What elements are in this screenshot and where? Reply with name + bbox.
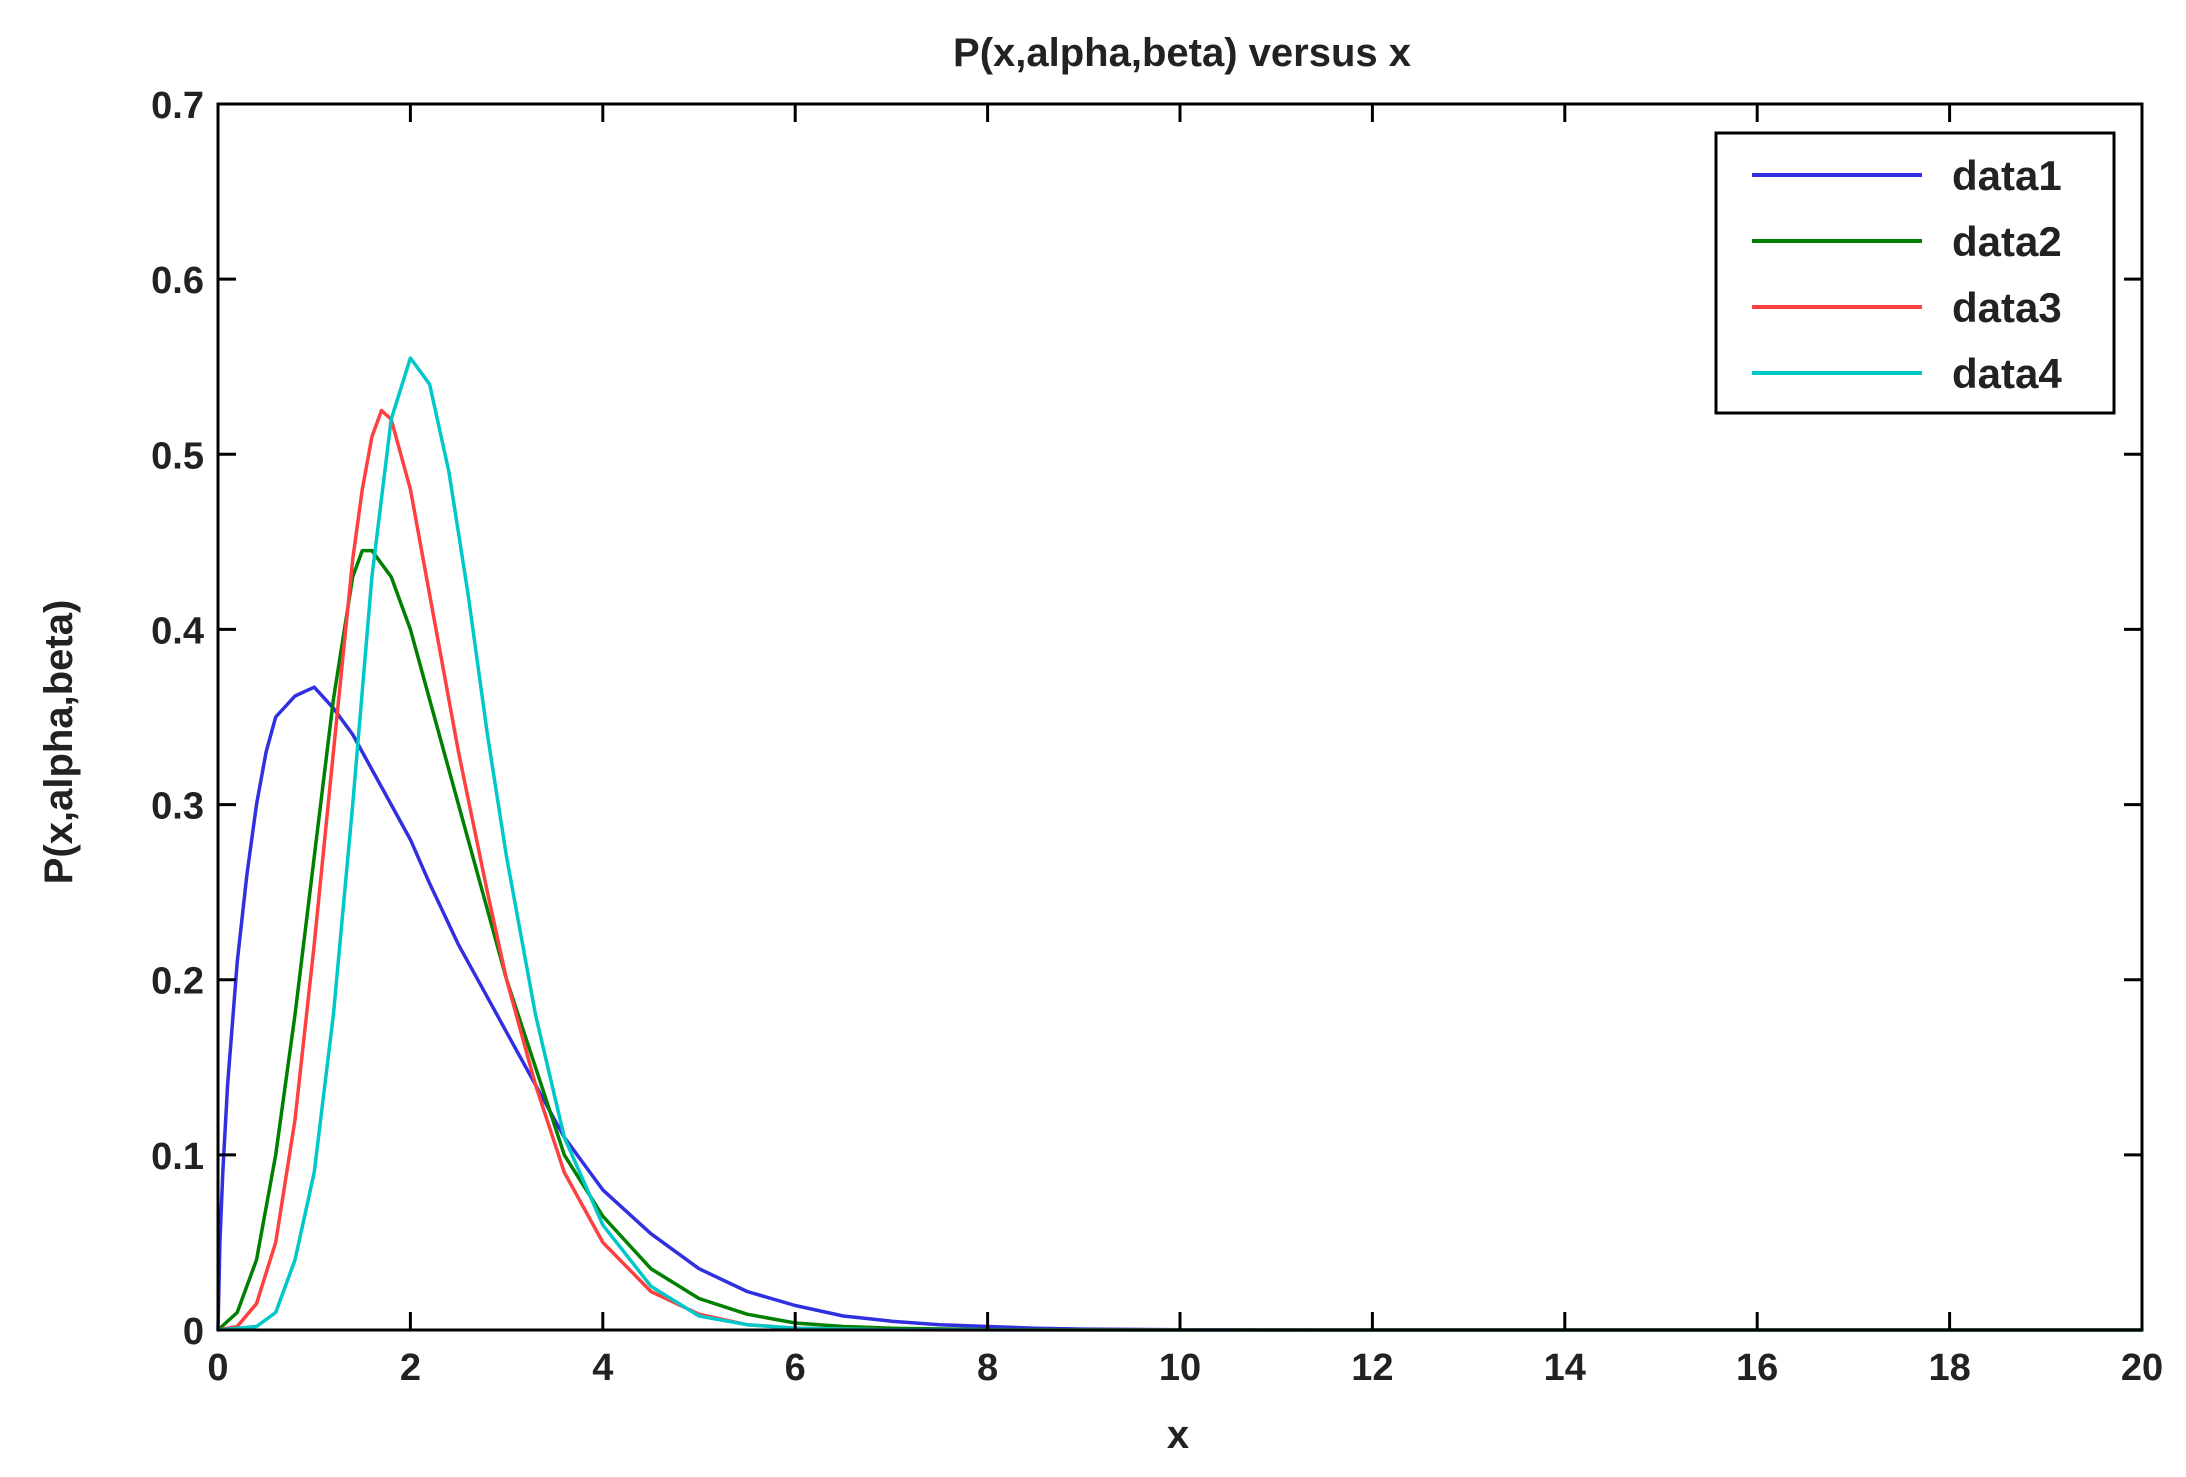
legend-label: data3	[1952, 284, 2062, 331]
legend-box	[1714, 131, 2116, 415]
legend-label: data1	[1952, 152, 2062, 199]
x-tick-label: 20	[2121, 1347, 2163, 1389]
x-tick-label: 18	[1928, 1347, 1970, 1389]
x-tick-label: 6	[785, 1347, 806, 1389]
x-tick-label: 16	[1736, 1347, 1778, 1389]
series-line-data4	[217, 356, 2142, 1332]
y-tick-label: 0.3	[151, 786, 204, 828]
series-line-data2	[216, 548, 2142, 1332]
legend-label: data4	[1952, 350, 2062, 397]
y-tick-label: 0.2	[151, 961, 204, 1003]
x-tick-label: 14	[1544, 1347, 1586, 1389]
y-tick-label: 0.1	[151, 1136, 204, 1178]
y-tick-label: 0.7	[151, 85, 204, 127]
legend-label: data2	[1952, 218, 2062, 265]
y-axis-label: P(x,alpha,beta)	[37, 600, 81, 885]
x-tick-label: 10	[1159, 1347, 1201, 1389]
x-tick-label: 4	[592, 1347, 613, 1389]
axes-layer: 0 2 4 6 8 10 12 14 16 18 20 0 0.1 0.2 0.3 0.4 0.5 0.6 0.7	[151, 85, 2163, 1389]
y-tick-label: 0	[183, 1311, 204, 1353]
y-tick-label: 0.6	[151, 260, 204, 302]
x-tick-label: 0	[207, 1347, 228, 1389]
chart-title: P(x,alpha,beta) versus x	[953, 31, 1411, 75]
y-tick-label: 0.4	[151, 610, 204, 652]
x-tick-label: 8	[977, 1347, 998, 1389]
x-axis-label: x	[1167, 1413, 1189, 1457]
x-tick-label: 12	[1351, 1347, 1393, 1389]
legend: data1 data2 data3 data4	[1714, 131, 2116, 415]
x-tick-label: 2	[400, 1347, 421, 1389]
y-tick-label: 0.5	[151, 435, 204, 477]
